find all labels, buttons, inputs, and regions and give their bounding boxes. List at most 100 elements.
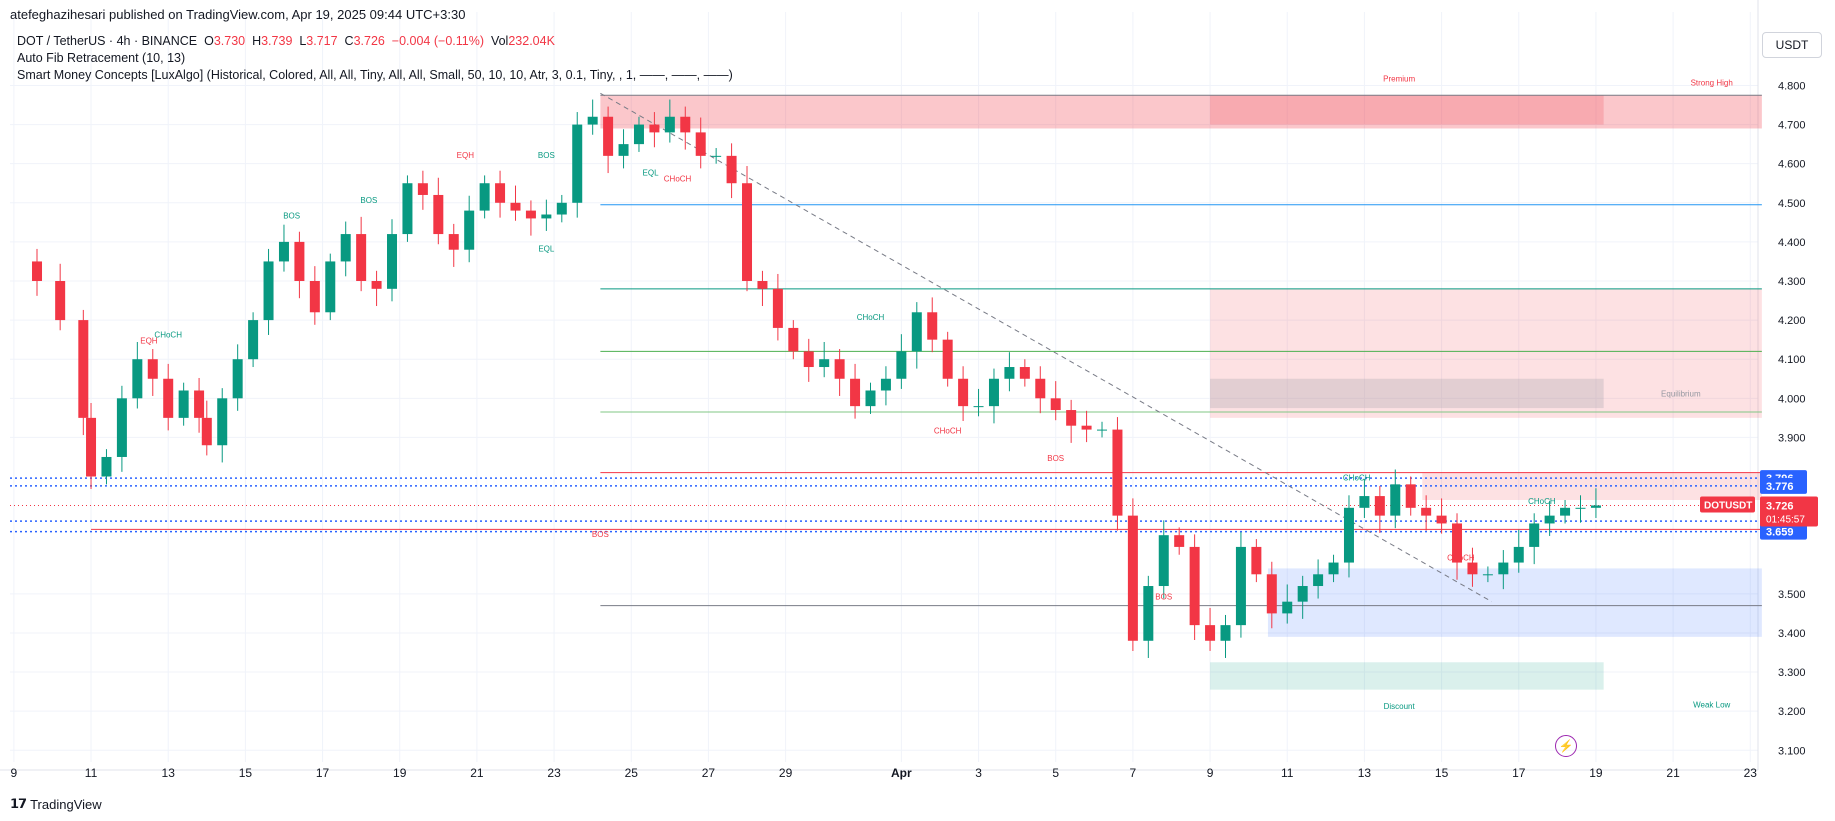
y-tick-label: 4.400 [1778, 237, 1806, 249]
candle-body [495, 183, 506, 203]
x-tick-label: 21 [1666, 766, 1680, 780]
x-tick-label: 23 [1744, 766, 1758, 780]
structure-label: EQH [457, 151, 475, 160]
x-tick-label: 3 [975, 766, 982, 780]
candle-body [1467, 562, 1478, 575]
footer-brand[interactable]: 𝟭𝟳 TradingView [10, 796, 102, 812]
x-tick-label: 23 [547, 766, 561, 780]
structure-label: Discount [1384, 702, 1416, 711]
candle-body [1035, 378, 1046, 399]
candle-body [618, 144, 629, 156]
indicator-fib[interactable]: Auto Fib Retracement (10, 13) [17, 51, 186, 65]
currency-button[interactable]: USDT [1762, 32, 1822, 58]
candle-body [402, 183, 413, 235]
structure-label: EQH [140, 337, 158, 346]
candle-body [433, 194, 444, 235]
x-tick-label: Apr [891, 766, 912, 780]
candle-body [371, 280, 382, 289]
x-tick-label: 13 [162, 766, 176, 780]
candle-body [1004, 367, 1015, 379]
y-tick-label: 4.500 [1778, 198, 1806, 210]
candle-body [464, 210, 475, 250]
y-tick-label: 3.400 [1778, 628, 1806, 640]
candle-body [1174, 535, 1185, 547]
candle-body [1498, 562, 1509, 575]
candle-body [556, 202, 567, 215]
structure-label: CHoCH [857, 313, 885, 322]
candle-body [387, 234, 398, 289]
y-tick-label: 4.300 [1778, 276, 1806, 288]
x-tick-label: 7 [1130, 766, 1137, 780]
x-tick-label: 17 [316, 766, 330, 780]
y-tick-label: 3.500 [1778, 589, 1806, 601]
structure-label: CHoCH [934, 427, 962, 436]
candle-body [217, 398, 228, 446]
candle-body [865, 390, 876, 407]
candle-body [294, 241, 305, 281]
candle-body [309, 280, 320, 313]
candle-body [55, 280, 66, 321]
x-tick-label: 19 [1589, 766, 1603, 780]
candle-body [726, 155, 737, 184]
structure-label: BOS [1155, 593, 1172, 602]
candle-body [1590, 505, 1601, 508]
high-value: 3.739 [261, 34, 293, 48]
candle-body [1405, 484, 1416, 508]
structure-label: BOS [592, 530, 609, 539]
y-tick-label: 3.200 [1778, 706, 1806, 718]
candle-body [1374, 496, 1385, 516]
x-tick-label: 19 [393, 766, 407, 780]
candle-body [1575, 507, 1586, 509]
candle-body [1143, 586, 1154, 641]
candle-body [772, 288, 783, 328]
candle-body [1282, 601, 1293, 614]
candle-body [927, 312, 938, 340]
x-tick-label: 13 [1358, 766, 1372, 780]
symbol-label[interactable]: DOT / TetherUS · 4h · BINANCE [17, 34, 198, 48]
x-tick-label: 11 [85, 766, 98, 780]
lightning-icon[interactable]: ⚡ [1555, 735, 1577, 757]
candle-body [325, 261, 336, 313]
x-tick-label: 9 [11, 766, 18, 780]
structure-label: Weak Low [1693, 700, 1730, 709]
candle-body [510, 202, 521, 211]
indicator-smc[interactable]: Smart Money Concepts [LuxAlgo] (Historic… [17, 68, 733, 82]
candle-body [896, 351, 907, 379]
y-tick-label: 4.000 [1778, 393, 1806, 405]
candle-body [788, 327, 799, 352]
structure-label: Premium [1383, 75, 1415, 84]
candle-body [86, 417, 97, 477]
y-tick-label: 3.300 [1778, 667, 1806, 679]
candle-body [572, 124, 583, 203]
close-value: 3.726 [353, 34, 385, 48]
candle-body [32, 261, 43, 281]
candle-body [664, 116, 675, 133]
candle-body [1112, 429, 1123, 516]
ohlc-row[interactable]: DOT / TetherUS · 4h · BINANCE O3.730 H3.… [17, 34, 555, 48]
candle-body [132, 359, 143, 399]
zone-0 [600, 95, 1762, 129]
x-tick-label: 25 [625, 766, 639, 780]
x-tick-label: 17 [1512, 766, 1526, 780]
candle-body [1482, 574, 1493, 576]
candle-body [178, 390, 189, 418]
candle-body [525, 210, 536, 219]
candle-body [1205, 625, 1216, 641]
structure-label: CHoCH [664, 174, 692, 183]
candle-body [1158, 535, 1169, 587]
candle-body [356, 234, 367, 281]
candle-body [803, 351, 814, 368]
structure-label: EQL [538, 245, 555, 254]
structure-label: EQL [643, 168, 660, 177]
structure-label: BOS [283, 211, 300, 220]
trend-line [600, 92, 1492, 603]
candle-body [1235, 546, 1246, 626]
price-tag-1 [1760, 477, 1807, 494]
structure-label: CHoCH [1343, 473, 1371, 482]
candle-body [633, 124, 644, 145]
structure-label: CHoCH [1528, 497, 1556, 506]
candle-body [1251, 546, 1262, 575]
candle-body [479, 183, 490, 211]
structure-label: Strong High [1691, 78, 1733, 87]
